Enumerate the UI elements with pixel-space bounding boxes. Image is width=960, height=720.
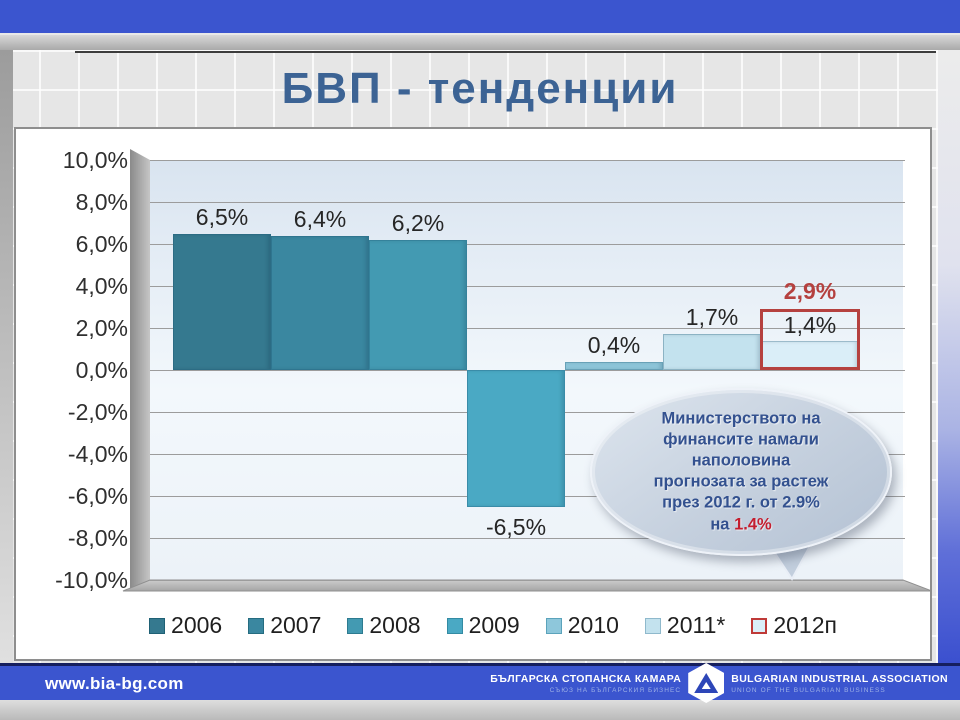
bar-2011* bbox=[663, 334, 761, 370]
bia-logo bbox=[688, 663, 725, 703]
top-blue-bar bbox=[0, 0, 960, 35]
bar-value-label: 1,7% bbox=[685, 304, 739, 331]
legend-item-2012п: 2012п bbox=[751, 612, 837, 639]
gridline bbox=[150, 580, 905, 581]
legend-item-2011*: 2011* bbox=[644, 612, 726, 639]
legend-item-2009: 2009 bbox=[446, 612, 520, 639]
y-axis-tick-label: -10,0% bbox=[55, 567, 128, 593]
gridline bbox=[150, 328, 905, 329]
legend-swatch bbox=[149, 617, 166, 634]
bia-logo-block: БЪЛГАРСКА СТОПАНСКА КАМАРА СЪЮЗ НА БЪЛГА… bbox=[490, 663, 948, 703]
legend-item-2006: 2006 bbox=[149, 612, 222, 639]
y-axis-tick-label: -6,0% bbox=[67, 483, 128, 509]
legend-label: 2011* bbox=[666, 612, 726, 638]
bia-logo-core bbox=[701, 682, 711, 689]
legend-label: 2009 bbox=[468, 612, 520, 638]
plot-area: 10,0% 8,0% 6,0% 4,0% 2,0% 0,0% -2,0% -4,0% -6,0%… bbox=[16, 129, 930, 659]
bottom-gray-strip bbox=[0, 700, 960, 720]
forecast-new-label: 1,4% bbox=[783, 312, 837, 339]
bar-2010 bbox=[565, 361, 663, 370]
legend-label: 2006 bbox=[171, 612, 223, 638]
legend-swatch bbox=[446, 617, 463, 634]
legend-swatch bbox=[545, 617, 562, 634]
right-gradient-band bbox=[938, 50, 960, 663]
y-axis-tick-label: 8,0% bbox=[75, 189, 128, 215]
legend-label: 2012п bbox=[773, 612, 837, 638]
org-name-bulgarian: БЪЛГАРСКА СТОПАНСКА КАМАРА СЪЮЗ НА БЪЛГА… bbox=[490, 673, 681, 694]
y-axis-tick-label: 6,0% bbox=[75, 231, 128, 257]
legend-swatch bbox=[347, 617, 364, 634]
bar-2006 bbox=[173, 233, 271, 370]
top-gray-strip bbox=[0, 35, 960, 50]
chart-3d-walls bbox=[122, 149, 930, 592]
legend-item-2007: 2007 bbox=[248, 612, 321, 639]
bar-value-label: 0,4% bbox=[587, 331, 641, 358]
header-divider-line bbox=[75, 51, 936, 53]
y-axis-tick-label: 0,0% bbox=[75, 357, 128, 383]
legend-swatch bbox=[644, 617, 661, 634]
bar-value-label: 6,5% bbox=[195, 203, 249, 230]
org-bg-sub: СЪЮЗ НА БЪЛГАРСКИЯ БИЗНЕС bbox=[549, 686, 682, 694]
slide-title: БВП - тенденции bbox=[281, 64, 679, 113]
bar-value-label: 6,4% bbox=[293, 205, 347, 232]
bar-2009 bbox=[467, 370, 565, 507]
org-en-main: BULGARIAN INDUSTRIAL ASSOCIATION bbox=[731, 672, 948, 685]
legend-label: 2007 bbox=[270, 612, 322, 638]
forecast-box-2012 bbox=[760, 309, 860, 370]
footer-bar: www.bia-bg.com БЪЛГАРСКА СТОПАНСКА КАМАР… bbox=[0, 663, 960, 703]
slide-body: БВП - тенденции 10,0% 8,0% 6,0% 4,0% 2,0% 0,0… bbox=[0, 50, 960, 663]
y-axis-tick-label: -8,0% bbox=[67, 525, 128, 551]
gridline bbox=[150, 244, 905, 245]
footer-url[interactable]: www.bia-bg.com bbox=[45, 674, 184, 693]
chart-panel: 10,0% 8,0% 6,0% 4,0% 2,0% 0,0% -2,0% -4,0% -6,0%… bbox=[14, 127, 932, 661]
bar-2007 bbox=[271, 235, 369, 370]
chart-legend: 2006 2007 2008 2009 2010 2011* 2012п bbox=[16, 612, 930, 639]
gridline bbox=[150, 538, 905, 539]
bia-logo-emblem bbox=[694, 673, 719, 693]
y-axis-tick-label: 10,0% bbox=[62, 147, 128, 173]
bar-value-label: 6,2% bbox=[391, 209, 445, 236]
org-en-sub: UNION OF THE BULGARIAN BUSINESS bbox=[731, 686, 886, 694]
gridline bbox=[150, 160, 905, 161]
left-gray-band bbox=[0, 50, 13, 663]
org-bg-main: БЪЛГАРСКА СТОПАНСКА КАМАРА bbox=[490, 672, 682, 685]
legend-swatch bbox=[248, 617, 265, 634]
gridline bbox=[150, 286, 905, 287]
org-name-english: BULGARIAN INDUSTRIAL ASSOCIATION UNION O… bbox=[731, 673, 948, 694]
callout-bubble: Министерството на финансите намали наполов… bbox=[590, 388, 892, 556]
y-axis-tick-label: 2,0% bbox=[75, 315, 128, 341]
callout-text: Министерството на финансите намали наполов… bbox=[653, 409, 829, 534]
forecast-old-label: 2,9% bbox=[783, 278, 837, 305]
gridline bbox=[150, 202, 905, 203]
y-axis-tick-label: 4,0% bbox=[75, 273, 128, 299]
callout-highlight: 1.4% bbox=[734, 515, 772, 534]
legend-label: 2010 bbox=[567, 612, 619, 638]
legend-swatch bbox=[751, 617, 768, 634]
y-axis-tick-label: -4,0% bbox=[67, 441, 128, 467]
side-wall bbox=[130, 149, 150, 590]
legend-label: 2008 bbox=[369, 612, 421, 638]
legend-item-2008: 2008 bbox=[347, 612, 421, 639]
legend-item-2010: 2010 bbox=[545, 612, 619, 639]
bar-2008 bbox=[369, 239, 467, 370]
bar-value-label: -6,5% bbox=[485, 513, 547, 540]
y-axis-tick-label: -2,0% bbox=[67, 399, 128, 425]
